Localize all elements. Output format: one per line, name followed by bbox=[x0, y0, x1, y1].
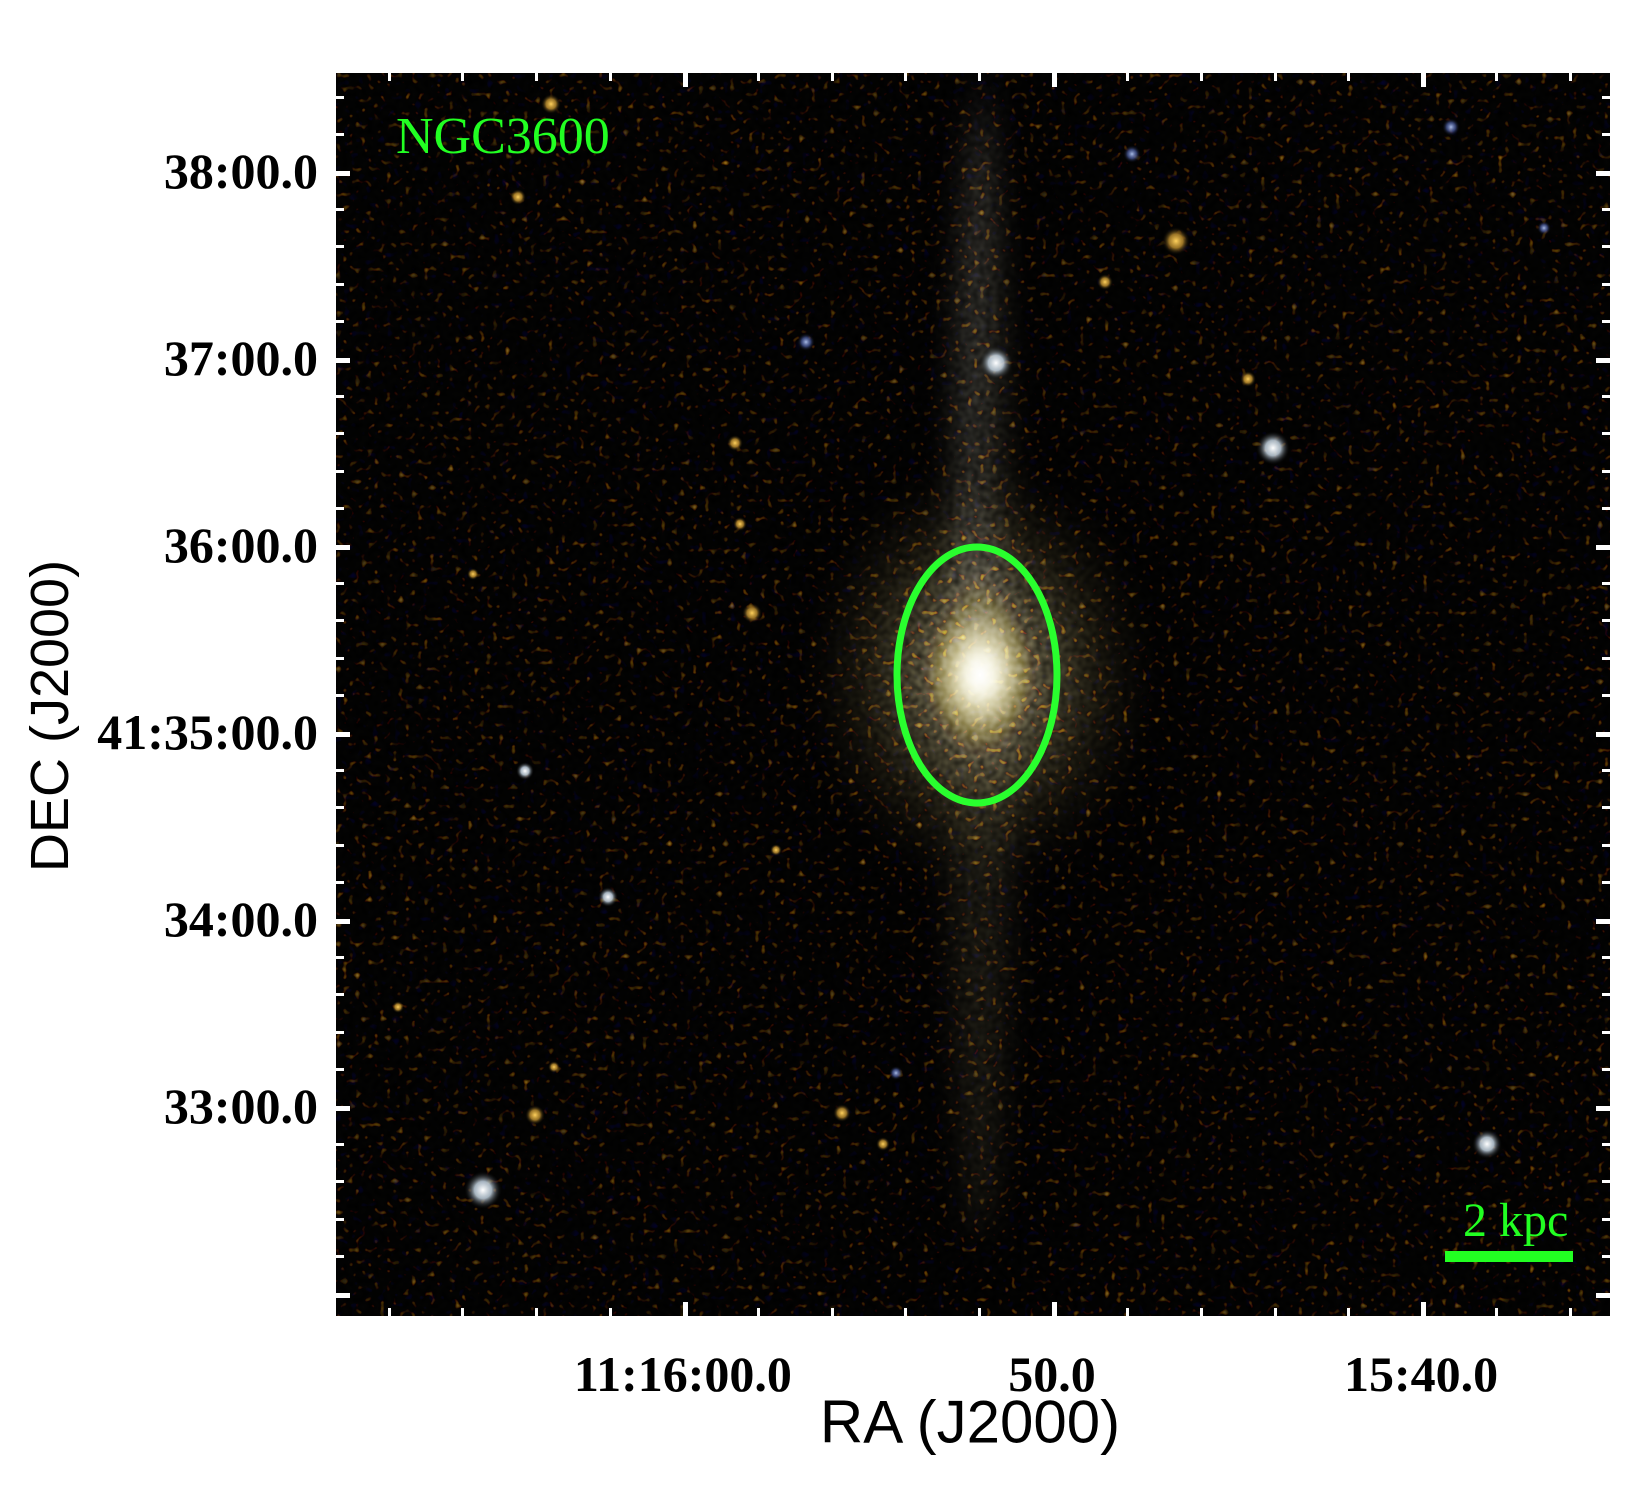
svg-text:2 kpc: 2 kpc bbox=[1463, 1194, 1568, 1247]
svg-text:NGC3600: NGC3600 bbox=[396, 108, 610, 165]
